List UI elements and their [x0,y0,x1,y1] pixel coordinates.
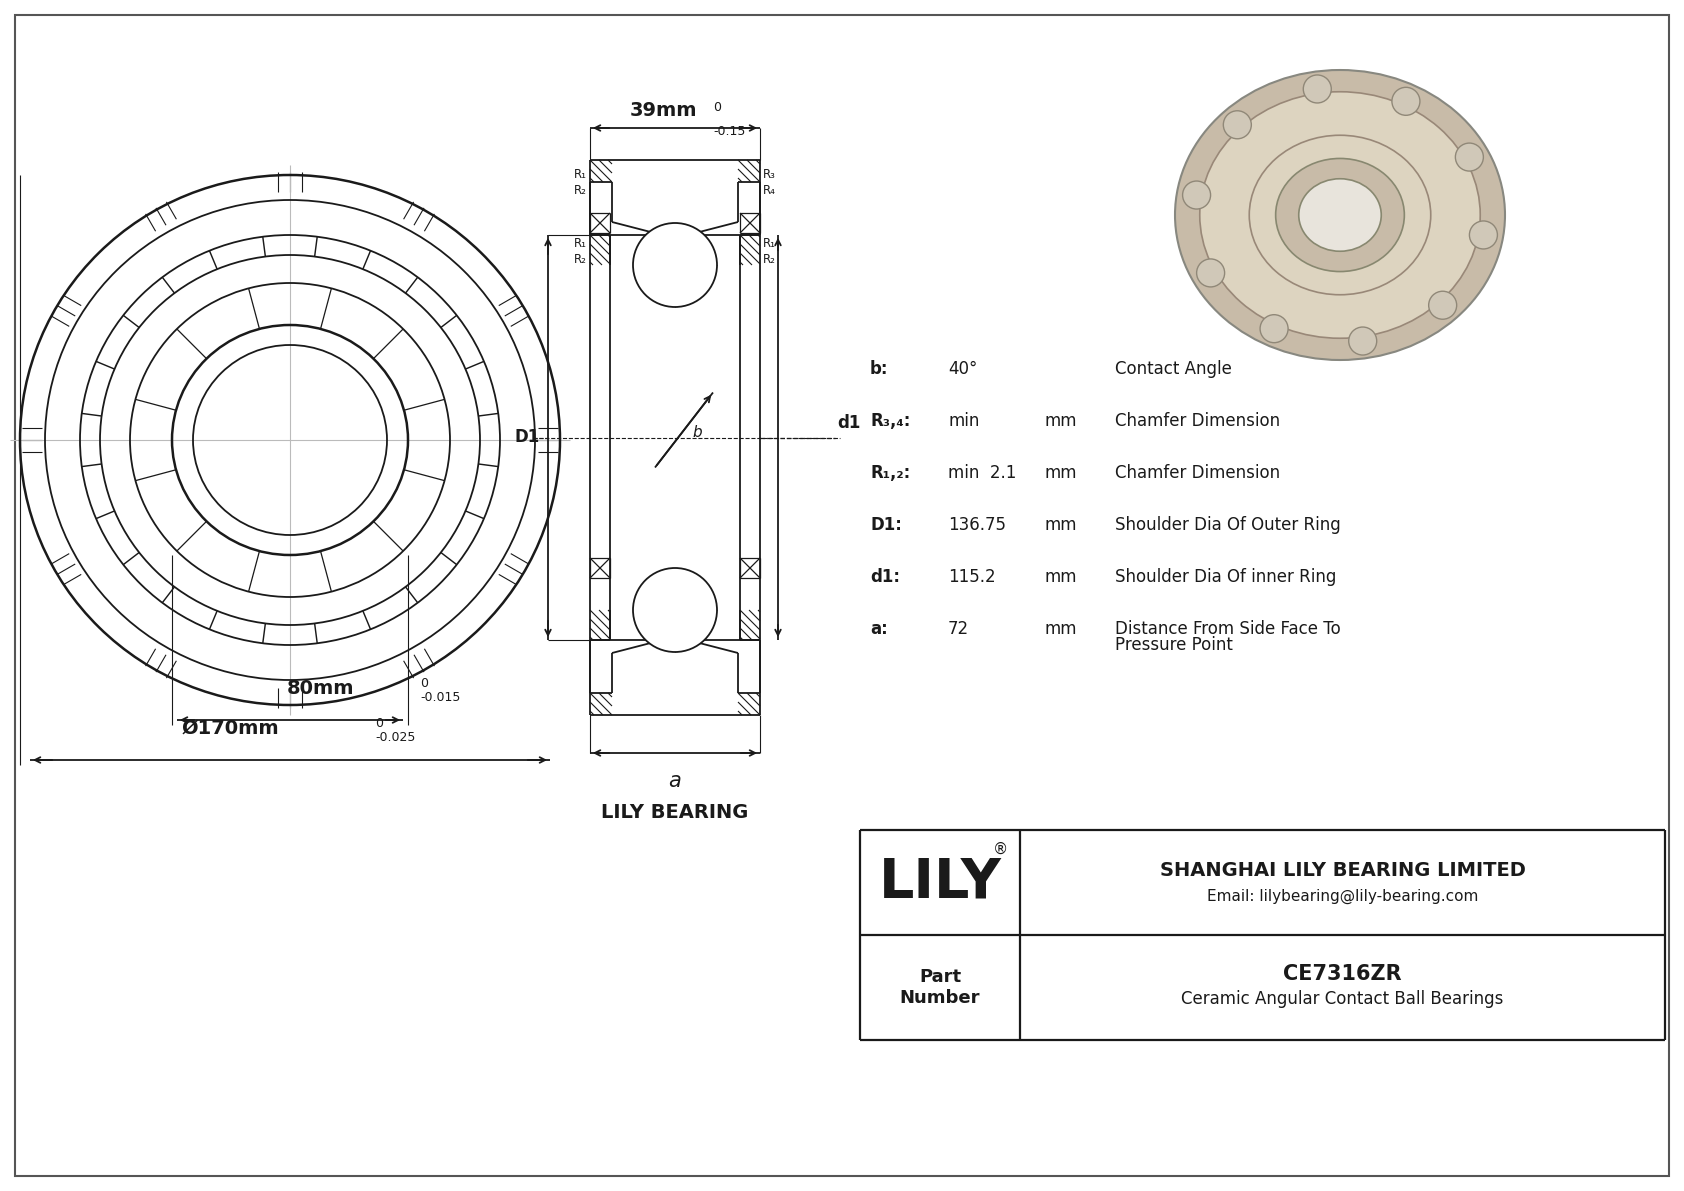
Ellipse shape [1250,136,1431,294]
Text: Shoulder Dia Of inner Ring: Shoulder Dia Of inner Ring [1115,568,1337,586]
Text: b: b [692,425,702,439]
Text: 72: 72 [948,621,968,638]
Text: R₁: R₁ [574,168,588,181]
Text: R₁,₂:: R₁,₂: [871,464,911,482]
Text: 80mm: 80mm [286,679,354,698]
Text: Chamfer Dimension: Chamfer Dimension [1115,412,1280,430]
Circle shape [633,568,717,651]
Text: 39mm: 39mm [630,101,697,120]
Text: Contact Angle: Contact Angle [1115,360,1233,378]
Text: -0.15: -0.15 [712,125,746,138]
Text: Shoulder Dia Of Outer Ring: Shoulder Dia Of Outer Ring [1115,516,1340,534]
Ellipse shape [1199,92,1480,338]
Ellipse shape [1175,70,1505,360]
Text: Pressure Point: Pressure Point [1115,636,1233,654]
Text: min: min [948,412,980,430]
Text: R₁: R₁ [763,237,776,250]
Circle shape [633,223,717,307]
Text: D1:: D1: [871,516,903,534]
Ellipse shape [1298,179,1381,251]
Text: Distance From Side Face To: Distance From Side Face To [1115,621,1340,638]
Text: a: a [669,771,682,791]
Text: mm: mm [1046,412,1078,430]
Text: R₁: R₁ [574,237,588,250]
Circle shape [1349,328,1378,355]
Text: 115.2: 115.2 [948,568,995,586]
Circle shape [1428,292,1457,319]
Text: Part
Number: Part Number [899,968,980,1006]
Text: b:: b: [871,360,889,378]
Text: -0.025: -0.025 [376,731,416,744]
Text: min  2.1: min 2.1 [948,464,1017,482]
Text: R₃: R₃ [763,168,776,181]
Text: d1:: d1: [871,568,899,586]
Text: R₂: R₂ [574,252,588,266]
Text: 0: 0 [419,676,428,690]
Text: mm: mm [1046,568,1078,586]
Ellipse shape [1276,158,1404,272]
Circle shape [1197,258,1224,287]
Text: Chamfer Dimension: Chamfer Dimension [1115,464,1280,482]
Text: d1: d1 [837,413,861,431]
Text: 40°: 40° [948,360,977,378]
Text: 0: 0 [376,717,382,730]
Text: Email: lilybearing@lily-bearing.com: Email: lilybearing@lily-bearing.com [1207,888,1479,904]
Text: mm: mm [1046,464,1078,482]
Text: LILY BEARING: LILY BEARING [601,803,749,822]
Circle shape [1470,222,1497,249]
Circle shape [1260,314,1288,343]
Text: R₄: R₄ [763,183,776,197]
Text: R₃,₄:: R₃,₄: [871,412,911,430]
Text: CE7316ZR: CE7316ZR [1283,965,1401,985]
Circle shape [1223,111,1251,139]
Text: R₂: R₂ [763,252,776,266]
Text: LILY: LILY [879,855,1002,910]
Text: 0: 0 [712,101,721,114]
Text: D1: D1 [515,429,541,447]
Text: Ø170mm: Ø170mm [182,719,280,738]
Text: Ceramic Angular Contact Ball Bearings: Ceramic Angular Contact Ball Bearings [1180,991,1504,1009]
Text: a:: a: [871,621,887,638]
Text: R₂: R₂ [574,183,588,197]
Circle shape [1182,181,1211,210]
Circle shape [1303,75,1332,102]
Text: SHANGHAI LILY BEARING LIMITED: SHANGHAI LILY BEARING LIMITED [1160,861,1526,880]
Text: 136.75: 136.75 [948,516,1005,534]
Text: mm: mm [1046,621,1078,638]
Text: ®: ® [994,842,1009,858]
Text: mm: mm [1046,516,1078,534]
Circle shape [1455,143,1484,172]
Circle shape [1393,87,1420,116]
Text: -0.015: -0.015 [419,691,460,704]
